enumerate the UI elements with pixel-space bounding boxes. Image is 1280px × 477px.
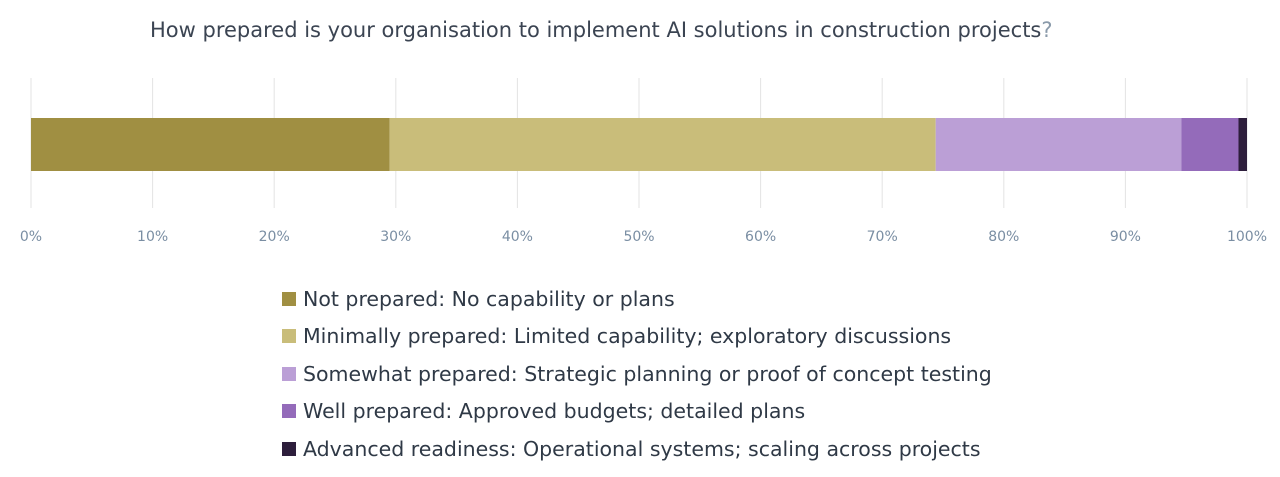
legend-swatch xyxy=(282,291,296,306)
chart-title-text: How prepared is your organisation to imp… xyxy=(150,18,1042,42)
chart-title-suffix: ? xyxy=(1041,18,1053,42)
stacked-bar-chart: 0% 10% 20% 30% 40% 50% 60% 70% 80% 90% 100% xyxy=(20,78,1267,245)
x-tick-label: 70% xyxy=(867,229,898,245)
legend-swatch xyxy=(282,441,296,456)
chart-legend: Not prepared: No capability or plans Mini… xyxy=(282,280,992,468)
bar-segment-4 xyxy=(1181,118,1239,171)
x-tick-label: 40% xyxy=(502,229,533,245)
x-tick-label: 10% xyxy=(137,229,168,245)
legend-swatch xyxy=(282,404,296,419)
x-tick-label: 60% xyxy=(745,229,776,245)
legend-label: Well prepared: Approved budgets; detaile… xyxy=(303,399,806,424)
legend-label: Not prepared: No capability or plans xyxy=(303,286,675,311)
legend-label: Advanced readiness: Operational systems;… xyxy=(303,436,981,461)
x-tick-label: 80% xyxy=(988,229,1019,245)
x-tick-label: 0% xyxy=(20,229,42,245)
legend-item: Minimally prepared: Limited capability; … xyxy=(282,318,992,356)
legend-swatch xyxy=(282,329,296,344)
bar-segment-3 xyxy=(935,118,1182,171)
x-tick-label: 50% xyxy=(623,229,654,245)
bar-segment-5 xyxy=(1238,118,1247,171)
x-tick-label: 90% xyxy=(1110,229,1141,245)
chart-title: How prepared is your organisation to imp… xyxy=(150,18,1053,42)
legend-swatch xyxy=(282,366,296,381)
x-tick-label: 30% xyxy=(380,229,411,245)
legend-item: Advanced readiness: Operational systems;… xyxy=(282,430,992,468)
bar-segment-1 xyxy=(31,118,390,171)
x-tick-label: 100% xyxy=(1227,229,1267,245)
legend-item: Not prepared: No capability or plans xyxy=(282,280,992,318)
bar-segment-2 xyxy=(389,118,936,171)
legend-item: Well prepared: Approved budgets; detaile… xyxy=(282,393,992,431)
legend-label: Minimally prepared: Limited capability; … xyxy=(303,324,952,349)
legend-item: Somewhat prepared: Strategic planning or… xyxy=(282,355,992,393)
legend-label: Somewhat prepared: Strategic planning or… xyxy=(303,361,992,386)
x-tick-label: 20% xyxy=(259,229,290,245)
